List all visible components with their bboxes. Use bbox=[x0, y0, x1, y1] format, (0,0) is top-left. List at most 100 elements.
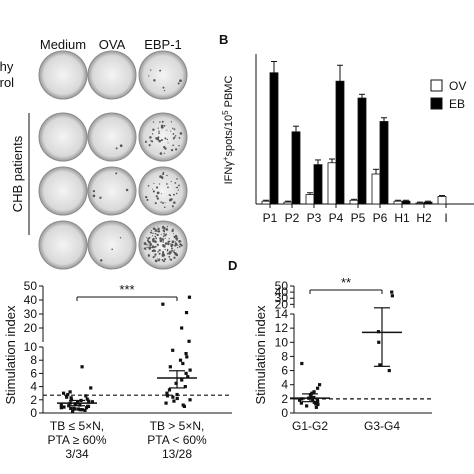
y-tick-label: 50 bbox=[275, 279, 289, 293]
well-spot bbox=[143, 242, 147, 245]
well-spot bbox=[166, 129, 168, 131]
data-point bbox=[84, 406, 89, 410]
well-spot bbox=[173, 249, 175, 251]
well-spot bbox=[156, 233, 159, 237]
y-tick-label: 40 bbox=[24, 293, 38, 307]
y-tick-label: 2 bbox=[30, 393, 37, 407]
ylabel-spots: spots/10 bbox=[223, 115, 235, 157]
well-spot bbox=[177, 244, 179, 246]
y-tick-label: 30 bbox=[24, 307, 38, 321]
well-spot bbox=[170, 245, 173, 248]
healthy-control-label-line2: trol bbox=[0, 75, 14, 90]
data-point bbox=[72, 406, 76, 410]
data-point bbox=[69, 396, 73, 400]
data-point bbox=[175, 396, 179, 401]
data-point bbox=[316, 402, 320, 407]
data-point bbox=[299, 401, 303, 405]
panel-b-bars bbox=[261, 61, 447, 205]
data-point bbox=[73, 402, 77, 407]
ylabel-pbmc: PBMC bbox=[223, 76, 235, 111]
well-spot bbox=[160, 124, 164, 128]
y-tick-label: 12 bbox=[275, 321, 289, 335]
well-spot bbox=[174, 182, 177, 184]
well-spot bbox=[152, 232, 154, 235]
well-spot bbox=[176, 239, 178, 241]
data-point bbox=[69, 406, 73, 410]
legend-label-eb: EB bbox=[449, 97, 465, 111]
well-spot bbox=[152, 190, 155, 193]
data-point bbox=[311, 397, 315, 402]
chb-patients-label: CHB patients bbox=[10, 135, 25, 212]
data-point bbox=[315, 386, 320, 390]
well-spot bbox=[157, 136, 160, 139]
y-tick-label: 6 bbox=[281, 364, 288, 378]
y-tick-label: 10 bbox=[275, 335, 289, 349]
well-spot bbox=[157, 230, 161, 233]
data-point bbox=[84, 394, 88, 398]
well-spot bbox=[159, 152, 163, 155]
well-spot bbox=[92, 190, 96, 193]
data-point bbox=[165, 391, 169, 395]
well-spot bbox=[147, 244, 149, 246]
well-spot bbox=[148, 75, 150, 77]
well-spot bbox=[115, 172, 118, 175]
well-spot bbox=[151, 235, 154, 237]
data-point bbox=[186, 375, 190, 379]
data-point bbox=[78, 403, 82, 407]
well-spot bbox=[176, 186, 179, 189]
well-spot bbox=[154, 255, 156, 257]
y-tick-label: 4 bbox=[281, 378, 288, 392]
well-spot bbox=[148, 236, 151, 239]
data-point bbox=[89, 386, 93, 390]
well-spot bbox=[152, 256, 155, 259]
well-spot bbox=[161, 202, 164, 205]
data-point bbox=[168, 365, 172, 369]
data-point bbox=[387, 368, 391, 373]
well-spot bbox=[167, 240, 170, 243]
col-label-ebp1: EBP-1 bbox=[144, 37, 182, 52]
well-spot bbox=[160, 233, 162, 235]
well-spot bbox=[167, 142, 169, 144]
data-point bbox=[378, 363, 382, 367]
well-spot bbox=[162, 235, 165, 238]
well-spot bbox=[175, 148, 178, 151]
data-point bbox=[175, 392, 179, 397]
well-spot bbox=[154, 245, 157, 248]
well-spot bbox=[170, 180, 172, 183]
well-spot bbox=[173, 136, 176, 139]
well-spot bbox=[175, 192, 178, 195]
well-spot bbox=[147, 184, 150, 187]
y-tick-label: 0 bbox=[281, 406, 288, 420]
well-spot bbox=[163, 233, 165, 235]
well bbox=[38, 220, 88, 270]
well-spot bbox=[165, 228, 169, 231]
well-spot bbox=[119, 237, 122, 239]
data-point bbox=[90, 400, 94, 404]
well-spot bbox=[151, 245, 155, 249]
well-spot bbox=[173, 256, 176, 259]
well-spot bbox=[158, 139, 161, 143]
x-tick-label: I bbox=[444, 211, 447, 225]
well bbox=[38, 166, 88, 216]
well-spot bbox=[179, 240, 182, 243]
bar-ov bbox=[327, 162, 337, 205]
well-spot bbox=[146, 246, 148, 249]
well-spot bbox=[170, 243, 172, 245]
well-spot bbox=[164, 237, 166, 239]
well-spot bbox=[163, 125, 166, 127]
well-spot bbox=[146, 236, 148, 238]
well-spot bbox=[179, 246, 181, 248]
data-point bbox=[377, 340, 381, 344]
well-spot bbox=[151, 188, 154, 190]
well-spot bbox=[169, 258, 171, 260]
x-tick-label: P5 bbox=[351, 211, 366, 225]
data-point bbox=[164, 401, 168, 405]
x-category-label: PTA ≥ 60% bbox=[47, 433, 106, 447]
data-point bbox=[298, 398, 302, 402]
well-spot bbox=[158, 252, 161, 255]
well-spot bbox=[160, 139, 163, 142]
well-spot bbox=[163, 89, 166, 92]
data-point bbox=[171, 395, 175, 399]
well-spot bbox=[163, 146, 166, 149]
well-spot bbox=[170, 121, 173, 123]
